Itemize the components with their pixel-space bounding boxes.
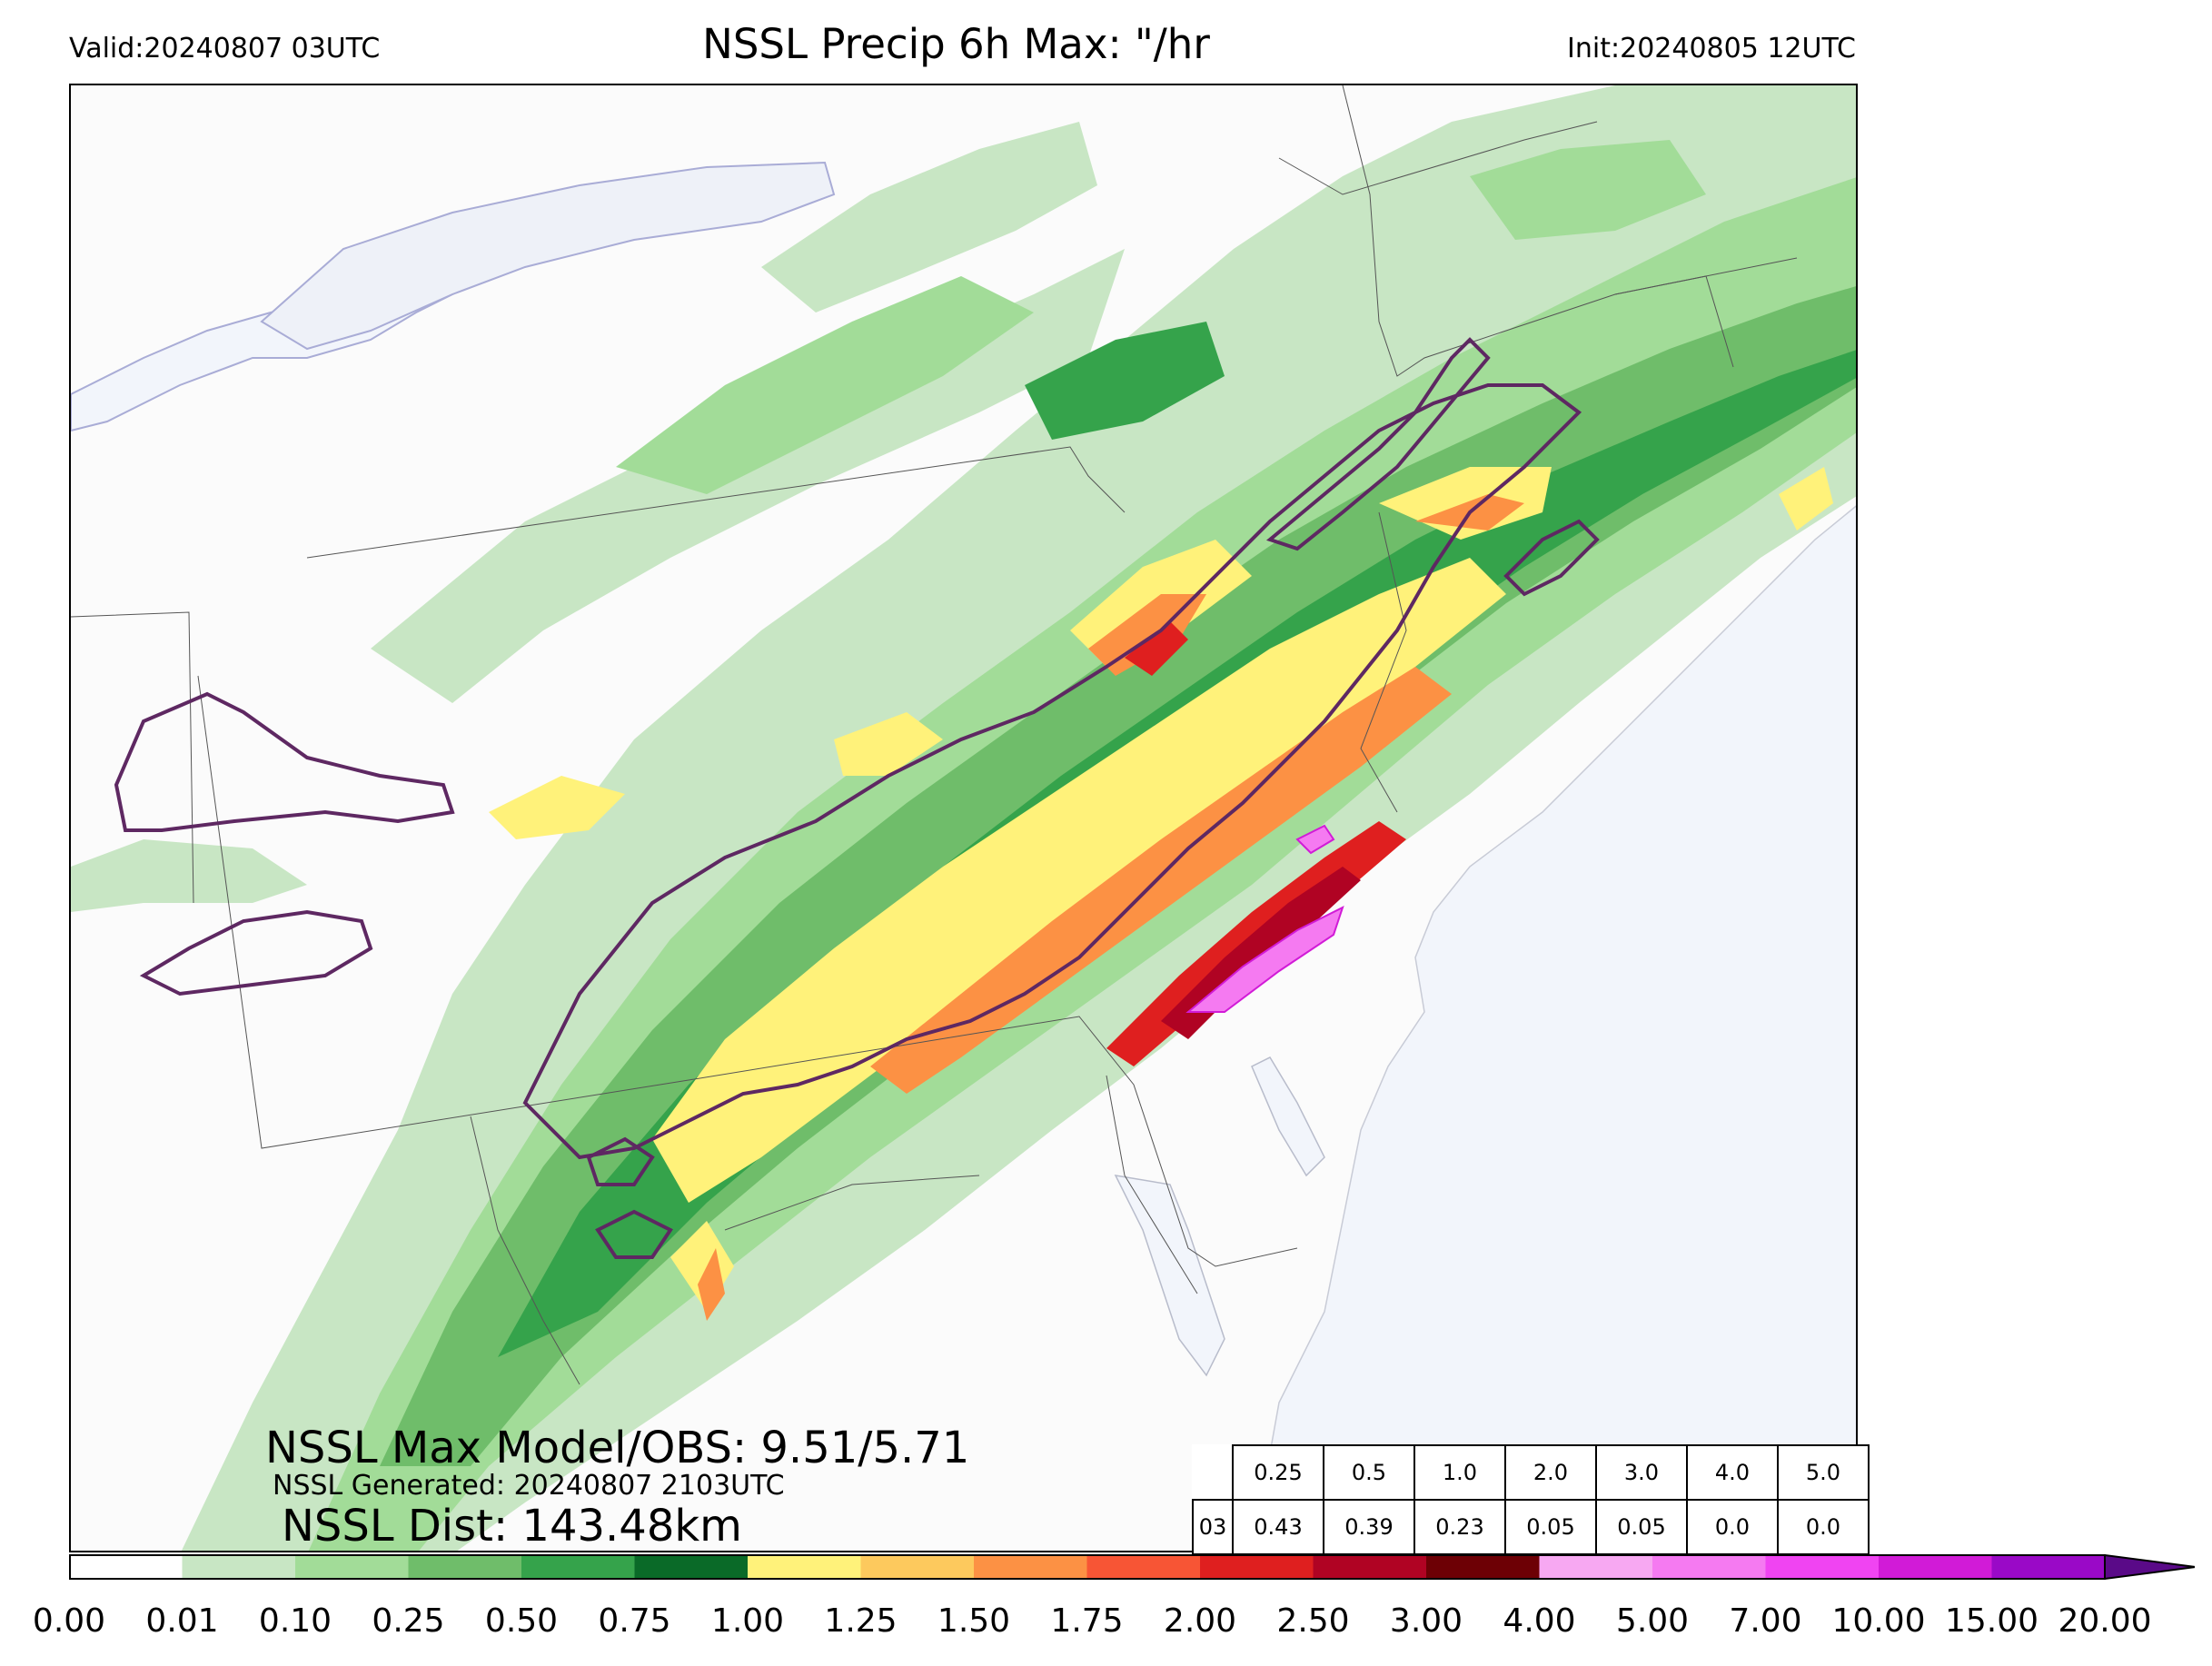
- colorbar-segment: [860, 1555, 975, 1579]
- init-time-label: Init:20240805 12UTC: [1567, 33, 1856, 64]
- colorbar-tick-label: 0.75: [598, 1602, 671, 1640]
- map-canvas: [71, 85, 1856, 1551]
- water-bodies: [71, 161, 1856, 1551]
- colorbar-segment: [1652, 1555, 1766, 1579]
- colorbar-tick-label: 0.50: [484, 1602, 559, 1640]
- threshold-header-cell: 1.0: [1413, 1444, 1506, 1501]
- threshold-value-row: 03 0.43 0.39 0.23 0.05 0.05 0.0 0.0: [1192, 1499, 1870, 1555]
- colorbar-tick-label: 1.00: [710, 1602, 785, 1640]
- colorbar-tick-label: 7.00: [1729, 1602, 1802, 1640]
- colorbar-segment: [295, 1555, 409, 1579]
- colorbar-segment: [974, 1555, 1087, 1579]
- colorbar-tick-label: 2.50: [1276, 1602, 1350, 1640]
- obs-contour-south: [595, 1209, 673, 1259]
- threshold-header-cell: 0.25: [1232, 1444, 1324, 1501]
- obs-contour-north: [1265, 337, 1491, 551]
- colorbar-segment: [634, 1555, 749, 1579]
- colorbar-tick-label: 1.75: [1050, 1602, 1124, 1640]
- obs-contours: [114, 337, 1600, 1259]
- atlantic-ocean: [1251, 505, 1856, 1551]
- chesapeake-bay: [1114, 1175, 1225, 1377]
- colorbar-tick-label: 20.00: [2058, 1602, 2152, 1640]
- threshold-header-row: 0.25 0.5 1.0 2.0 3.0 4.0 5.0: [1193, 1444, 1870, 1501]
- colorbar-segment: [408, 1555, 522, 1579]
- colorbar-segment: [1765, 1555, 1880, 1579]
- threshold-value-cell: 0.0: [1777, 1499, 1870, 1555]
- threshold-header-cell: 2.0: [1504, 1444, 1597, 1501]
- colorbar-segment: [1086, 1555, 1201, 1579]
- obs-contour-west: [114, 691, 455, 832]
- colorbar-segment: [521, 1555, 635, 1579]
- colorbar-tick-label: 0.00: [32, 1602, 106, 1640]
- colorbar-tick-label: 5.00: [1615, 1602, 1690, 1640]
- colorbar-segment: [182, 1555, 296, 1579]
- colorbar-tick-label: 1.50: [937, 1602, 1011, 1640]
- colorbar-tick-label: 4.00: [1503, 1602, 1576, 1640]
- colorbar-segment: [69, 1555, 183, 1579]
- threshold-header-cell: 3.0: [1595, 1444, 1688, 1501]
- threshold-header-cell: 4.0: [1686, 1444, 1779, 1501]
- obs-contour-ne: [1503, 519, 1600, 597]
- state-borders: [71, 85, 1798, 1385]
- threshold-value-cell: 0.39: [1323, 1499, 1415, 1555]
- colorbar-segment: [1991, 1555, 2106, 1579]
- colorbar-segment: [1539, 1555, 1653, 1579]
- colorbar-extend-arrow: [2104, 1553, 2195, 1581]
- colorbar-tick-label: 0.10: [258, 1602, 332, 1640]
- colorbar-segment: [748, 1555, 861, 1579]
- delaware-bay: [1251, 1056, 1325, 1177]
- valid-time-label: Valid:20240807 03UTC: [69, 33, 381, 64]
- colorbar-tick-label: 10.00: [1831, 1602, 1926, 1640]
- colorbar-tick-label: 1.25: [824, 1602, 898, 1640]
- colorbar-tick-label: 0.25: [372, 1602, 445, 1640]
- colorbar-tick-label: 3.00: [1389, 1602, 1463, 1640]
- lake-upper: [260, 161, 836, 351]
- colorbar-segment: [1313, 1555, 1427, 1579]
- obs-contour-main: [522, 383, 1582, 1160]
- threshold-value-cell: 0.05: [1504, 1499, 1597, 1555]
- threshold-value-cell: 0.0: [1686, 1499, 1779, 1555]
- colorbar-segment: [1879, 1555, 1992, 1579]
- colorbar-segment: [1200, 1555, 1314, 1579]
- precip-pink: [1185, 824, 1344, 1013]
- obs-contour-west-2: [139, 909, 373, 997]
- threshold-value-cell: 0.43: [1232, 1499, 1324, 1555]
- threshold-table: 0.25 0.5 1.0 2.0 3.0 4.0 5.0 03 0.43 0.3…: [1192, 1444, 1870, 1555]
- precipitation-map[interactable]: [69, 84, 1858, 1552]
- threshold-value-cell: 0.23: [1413, 1499, 1506, 1555]
- map-title: NSSL Precip 6h Max: "/hr: [702, 20, 1210, 68]
- distance-text: NSSL Dist: 143.48km: [282, 1501, 742, 1552]
- threshold-row-label: 03: [1192, 1499, 1234, 1555]
- threshold-header-cell: 5.0: [1777, 1444, 1870, 1501]
- threshold-header-cell: 0.5: [1323, 1444, 1415, 1501]
- threshold-value-cell: 0.05: [1595, 1499, 1688, 1555]
- obs-contour-sw: [586, 1136, 655, 1186]
- colorbar-frame: [69, 1554, 2106, 1580]
- colorbar-tick-label: 2.00: [1163, 1602, 1237, 1640]
- colorbar-tick-label: 15.00: [1944, 1602, 2039, 1640]
- colorbar-tick-label: 0.01: [145, 1602, 219, 1640]
- colorbar: [69, 1553, 2195, 1581]
- colorbar-segment: [1426, 1555, 1540, 1579]
- generated-time-text: NSSL Generated: 20240807 2103UTC: [273, 1470, 785, 1502]
- max-model-obs-text: NSSL Max Model/OBS: 9.51/5.71: [265, 1423, 970, 1473]
- threshold-corner: [1193, 1445, 1233, 1500]
